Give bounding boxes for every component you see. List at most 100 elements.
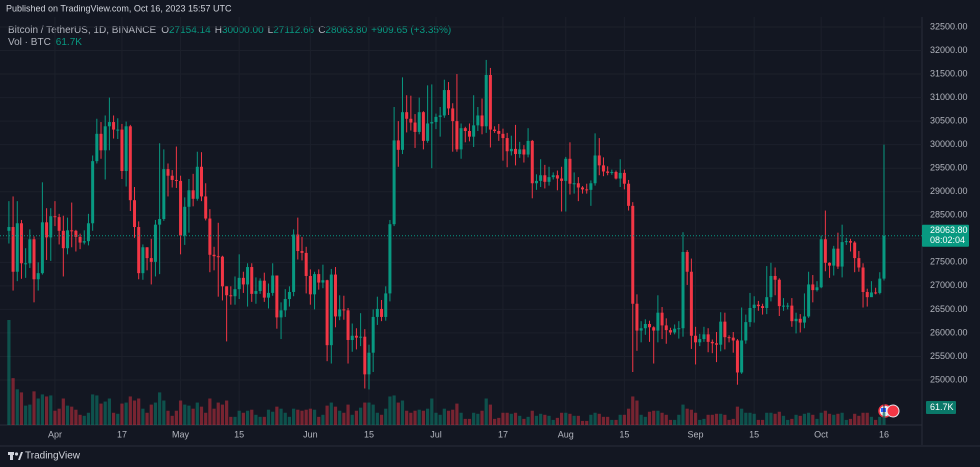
ohlc-value: 27154.14 bbox=[169, 25, 211, 36]
volume-bar bbox=[618, 414, 622, 425]
volume-bar bbox=[568, 413, 572, 425]
candle-body bbox=[610, 171, 614, 173]
countdown-label: 08:02:04 bbox=[930, 235, 965, 245]
candle-body bbox=[124, 126, 128, 172]
candle-body bbox=[107, 122, 111, 127]
volume-bar bbox=[807, 412, 811, 425]
volume-bar bbox=[476, 413, 480, 425]
candle-body bbox=[57, 217, 61, 231]
volume-bar bbox=[878, 416, 882, 425]
volume-bar bbox=[417, 409, 421, 425]
candle-body bbox=[7, 227, 11, 231]
volume-bar bbox=[668, 419, 673, 425]
volume-bar bbox=[61, 398, 65, 425]
candle-body bbox=[45, 222, 49, 238]
candle-body bbox=[488, 74, 492, 130]
volume-bar bbox=[455, 403, 459, 425]
volume-bar bbox=[832, 414, 836, 425]
candle-body bbox=[338, 309, 342, 317]
candle-body bbox=[631, 205, 635, 304]
volume-bar bbox=[36, 398, 40, 425]
flag-icons[interactable] bbox=[878, 404, 900, 418]
candle-body bbox=[823, 239, 827, 263]
y-tick-label: 29500.00 bbox=[930, 163, 968, 173]
volume-bar bbox=[601, 416, 606, 425]
candle-body bbox=[585, 189, 589, 191]
candle-body bbox=[811, 284, 815, 291]
candle-body bbox=[698, 339, 702, 343]
volume-bar bbox=[111, 412, 116, 425]
candle-body bbox=[447, 90, 451, 109]
candle-body bbox=[174, 179, 178, 181]
candle-body bbox=[727, 337, 731, 339]
volume-bar bbox=[882, 412, 886, 425]
volume-bar bbox=[438, 414, 442, 425]
y-tick-label: 26500.00 bbox=[930, 304, 968, 314]
volume-box bbox=[926, 401, 956, 414]
candle-body bbox=[769, 275, 773, 298]
candle-body bbox=[367, 352, 371, 375]
volume-bar bbox=[153, 402, 158, 425]
volume-bar bbox=[266, 409, 271, 425]
candle-body bbox=[141, 247, 145, 274]
candle-body bbox=[304, 252, 308, 276]
volume-bar bbox=[434, 412, 438, 425]
volume-bar bbox=[250, 409, 254, 425]
candle-body bbox=[296, 234, 300, 252]
candle-body bbox=[572, 183, 576, 185]
candle-body bbox=[874, 292, 878, 294]
volume-bar bbox=[400, 400, 405, 425]
volume-bar bbox=[765, 412, 769, 425]
candle-body bbox=[82, 241, 86, 243]
volume-bar bbox=[225, 400, 229, 425]
symbol-name: Bitcoin / TetherUS, 1D, BINANCE bbox=[8, 25, 157, 36]
x-tick-label: 17 bbox=[498, 429, 508, 439]
volume-bar bbox=[74, 409, 78, 425]
candle-body bbox=[589, 183, 593, 190]
candle-body bbox=[426, 123, 430, 141]
volume-bar bbox=[409, 412, 413, 425]
volume-bar bbox=[861, 412, 865, 425]
candle-body bbox=[493, 129, 497, 132]
volume-bar bbox=[706, 414, 710, 425]
volume-bar bbox=[660, 412, 664, 425]
volume-bar bbox=[49, 395, 53, 425]
candle-body bbox=[731, 337, 735, 341]
volume-bar bbox=[451, 409, 455, 425]
volume-bar bbox=[283, 412, 287, 425]
volume-bar bbox=[459, 412, 463, 425]
volume-bar bbox=[656, 410, 660, 425]
y-tick-label: 31500.00 bbox=[930, 68, 968, 78]
volume-bar bbox=[275, 406, 279, 425]
volume-bar bbox=[258, 416, 262, 425]
volume-bar bbox=[229, 416, 233, 425]
volume-bar bbox=[509, 413, 513, 425]
volume-bar bbox=[342, 412, 346, 425]
volume-bar bbox=[484, 398, 488, 425]
candle-body bbox=[208, 218, 212, 255]
volume-bar bbox=[472, 412, 476, 425]
volume-bar bbox=[626, 408, 631, 425]
candle-body bbox=[463, 128, 467, 132]
candle-body bbox=[333, 274, 337, 317]
candle-body bbox=[560, 178, 564, 181]
x-tick-label: 15 bbox=[364, 429, 374, 439]
volume-bar bbox=[212, 408, 216, 425]
volume-bar bbox=[869, 416, 874, 425]
volume-bar bbox=[585, 420, 589, 425]
candle-body bbox=[480, 115, 484, 127]
volume-bar bbox=[815, 418, 819, 425]
candle-body bbox=[530, 140, 534, 184]
volume-bar bbox=[501, 412, 505, 425]
candle-body bbox=[798, 318, 802, 323]
candle-body bbox=[321, 280, 325, 283]
volume-bar bbox=[798, 415, 802, 425]
volume-bar bbox=[413, 410, 417, 425]
volume-bar bbox=[367, 402, 371, 425]
candle-body bbox=[212, 254, 216, 257]
candle-body bbox=[250, 267, 254, 294]
candle-body bbox=[103, 126, 107, 151]
volume-bar bbox=[865, 412, 869, 425]
volume-bar bbox=[338, 410, 342, 425]
